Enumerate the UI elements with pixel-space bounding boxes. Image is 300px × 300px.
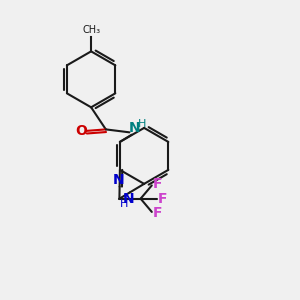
Text: N: N	[112, 173, 124, 187]
Text: N: N	[122, 192, 134, 206]
Text: F: F	[152, 206, 162, 220]
Text: CH₃: CH₃	[82, 25, 100, 35]
Text: F: F	[158, 192, 167, 206]
Text: N: N	[129, 121, 140, 135]
Text: O: O	[76, 124, 87, 138]
Text: F: F	[152, 177, 162, 191]
Text: H: H	[138, 119, 146, 129]
Text: H: H	[120, 199, 128, 208]
